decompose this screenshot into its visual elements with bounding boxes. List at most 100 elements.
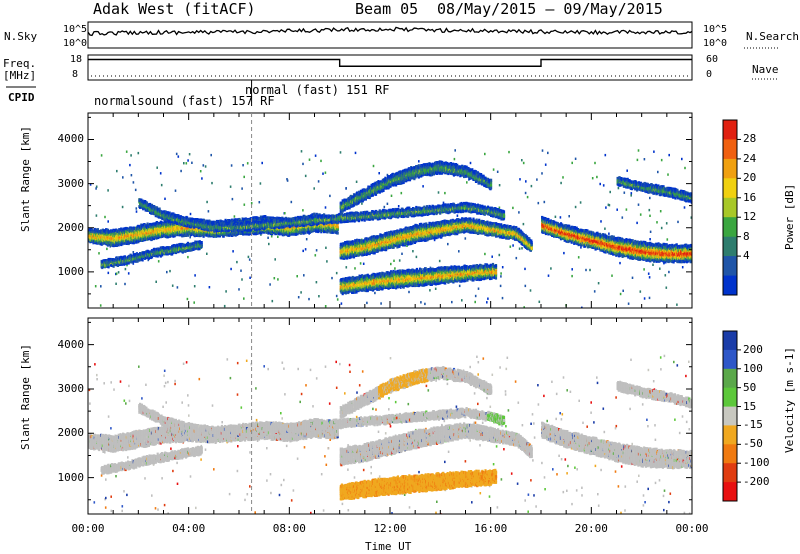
power-speckle [636, 222, 638, 224]
power-speckle [274, 277, 276, 279]
power-speckle [603, 184, 605, 186]
power-speckle [631, 192, 633, 194]
power-speckle [416, 256, 418, 258]
power-speckle [542, 149, 544, 151]
power-speckle [523, 223, 525, 225]
power-speckle [315, 254, 317, 256]
power-speckle [136, 207, 138, 209]
power-speckle [124, 283, 126, 285]
power-speckle [609, 191, 611, 193]
sky-noise-line [88, 27, 692, 35]
power-speckle [638, 149, 640, 151]
power-speckle [521, 247, 523, 249]
power-speckle [649, 238, 651, 240]
power-speckle [166, 271, 168, 273]
power-speckle [661, 159, 663, 161]
power-speckle [510, 246, 512, 248]
power-speckle [187, 298, 189, 300]
power-speckle [626, 208, 628, 210]
power-speckle [628, 303, 630, 305]
power-speckle [677, 221, 679, 223]
power-speckle [608, 233, 610, 235]
power-speckle [331, 277, 333, 279]
power-speckle [585, 269, 587, 271]
power-speckle [320, 160, 322, 162]
power-speckle [194, 274, 196, 276]
power-speckle [649, 276, 651, 278]
power-speckle [230, 186, 232, 188]
power-speckle [649, 297, 651, 299]
power-speckle [660, 210, 662, 212]
power-speckle [518, 211, 520, 213]
power-speckle [302, 250, 304, 252]
power-speckle [605, 154, 607, 156]
power-speckle [444, 192, 446, 194]
power-speckle [478, 288, 480, 290]
power-speckle [130, 154, 132, 156]
power-speckle [346, 266, 348, 268]
power-speckle [356, 181, 358, 183]
power-speckle [133, 251, 135, 253]
power-speckle [268, 243, 270, 245]
power-speckle [465, 237, 467, 239]
power-speckle [541, 172, 543, 174]
power-speckle [122, 176, 124, 178]
power-speckle [380, 302, 382, 304]
power-speckle [267, 237, 269, 239]
power-speckle [390, 263, 392, 265]
power-speckle [555, 216, 557, 218]
power-speckle [618, 187, 620, 189]
power-speckle [325, 172, 327, 174]
power-speckle [650, 231, 652, 233]
power-speckle [155, 281, 157, 283]
power-speckle [337, 298, 339, 300]
power-speckle [200, 170, 202, 172]
power-speckle [622, 216, 624, 218]
power-speckle [399, 259, 401, 261]
power-speckle [133, 181, 135, 183]
power-speckle [439, 260, 441, 262]
power-speckle [284, 212, 286, 214]
power-speckle [484, 253, 486, 255]
power-speckle [125, 268, 127, 270]
power-speckle [95, 187, 97, 189]
power-speckle [242, 164, 244, 166]
power-speckle [318, 295, 320, 297]
power-speckle [681, 158, 683, 160]
power-speckle [107, 189, 109, 191]
power-speckle [571, 275, 573, 277]
power-speckle [560, 216, 562, 218]
power-speckle [571, 268, 573, 270]
power-speckle [519, 178, 521, 180]
power-speckle [594, 162, 596, 164]
power-speckle [106, 248, 108, 250]
power-speckle [161, 184, 163, 186]
power-speckle [667, 173, 669, 175]
power-speckle [457, 215, 459, 217]
power-speckle [271, 235, 273, 237]
power-speckle [487, 298, 489, 300]
power-speckle [363, 263, 365, 265]
power-speckle [384, 206, 386, 208]
power-speckle [336, 295, 338, 297]
power-speckle [622, 290, 624, 292]
radar-summary-plot [0, 0, 800, 554]
power-speckle [272, 300, 274, 302]
power-speckle [682, 266, 684, 268]
power-speckle [116, 273, 118, 275]
power-speckle [443, 202, 445, 204]
power-speckle [684, 167, 686, 169]
power-speckle [291, 201, 293, 203]
power-speckle [447, 243, 449, 245]
power-speckle [659, 268, 661, 270]
power-speckle [387, 203, 389, 205]
power-speckle [164, 198, 166, 200]
power-speckle [160, 172, 162, 174]
power-speckle [101, 154, 103, 156]
power-speckle [643, 268, 645, 270]
power-speckle [580, 201, 582, 203]
power-speckle [341, 302, 343, 304]
power-speckle [373, 165, 375, 167]
power-speckle [599, 183, 601, 185]
power-speckle [107, 220, 109, 222]
